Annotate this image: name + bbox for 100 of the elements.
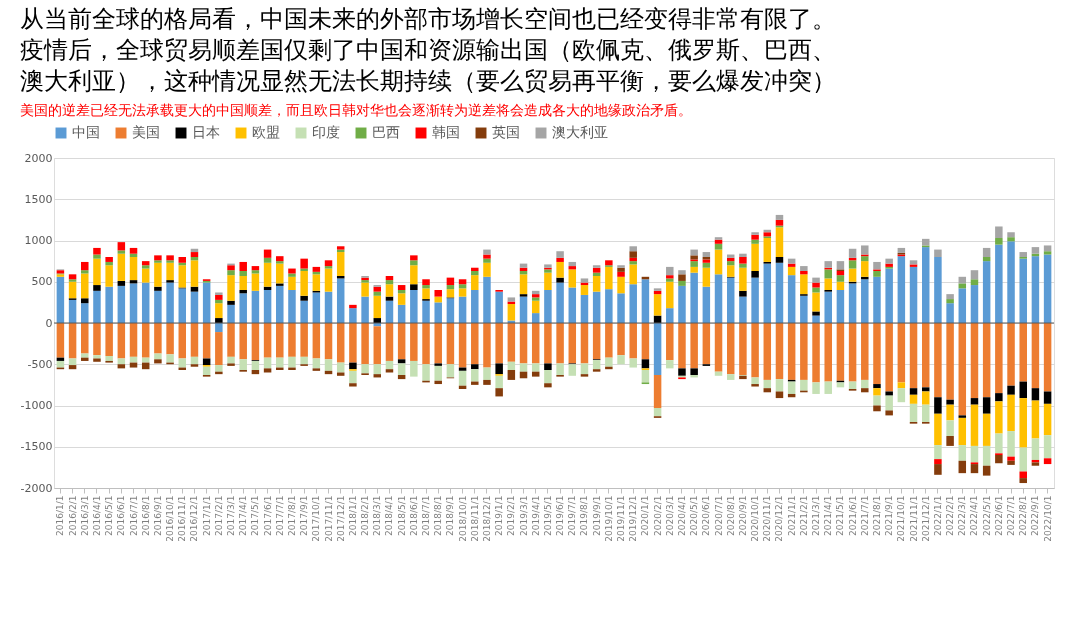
x-tick-label: 2019/5/1: [542, 495, 553, 536]
chart-subtitle: 美国的逆差已经无法承载更大的中国顺差，而且欧日韩对华也会逐渐转为逆差将会造成各大的地缘政治矛盾。: [20, 102, 693, 118]
x-tick-label: 2017/10/1: [311, 495, 322, 542]
x-tick-label: 2019/12/1: [628, 495, 639, 542]
x-tick-label: 2020/3/1: [664, 495, 675, 536]
x-tick-label: 2021/4/1: [823, 495, 834, 536]
x-tick-label: 2021/10/1: [896, 495, 907, 542]
x-tick-label: 2020/4/1: [676, 495, 687, 536]
chart-title: 从当前全球的格局看，中国未来的外部市场增长空间也已经变得非常有限了。疫情后，全球贸易顺差国仅剩了中国和资源输出国（欧佩克、俄罗斯、巴西、澳大利亚），这种情况显然无法长期持续（要么贸易再平衡，要么爆发冲突）: [20, 5, 837, 95]
x-tick-label: 2020/5/1: [689, 495, 700, 536]
legend-label: 欧盟: [252, 124, 280, 140]
legend-label: 英国: [492, 124, 520, 140]
x-tick-label: 2021/5/1: [835, 495, 846, 536]
x-tick-label: 2019/2/1: [506, 495, 517, 536]
x-tick-label: 2018/6/1: [408, 495, 419, 536]
x-tick-label: 2021/11/1: [908, 495, 919, 542]
x-tick-label: 2018/1/1: [347, 495, 358, 536]
x-tick-label: 2019/6/1: [555, 495, 566, 536]
x-tick-label: 2016/2/1: [67, 495, 78, 536]
x-tick-label: 2017/5/1: [250, 495, 261, 536]
x-tick-label: 2020/10/1: [750, 495, 761, 542]
x-tick-label: 2017/8/1: [286, 495, 297, 536]
y-tick-label: 2000: [24, 151, 53, 165]
y-tick-label: -1500: [20, 440, 53, 454]
x-tick-label: 2019/4/1: [530, 495, 541, 536]
x-tick-label: 2021/7/1: [859, 495, 870, 536]
legend-label: 澳大利亚: [552, 124, 608, 140]
x-tick-label: 2020/8/1: [725, 495, 736, 536]
x-tick-label: 2020/12/1: [774, 495, 785, 542]
legend-label: 美国: [132, 124, 160, 140]
x-tick-label: 2021/2/1: [798, 495, 809, 536]
x-tick-label: 2018/10/1: [457, 495, 468, 542]
y-tick-label: -1000: [20, 399, 53, 412]
x-tick-label: 2016/3/1: [79, 495, 90, 536]
x-tick-label: 2017/3/1: [226, 495, 237, 536]
x-tick-label: 2018/4/1: [384, 495, 395, 536]
x-tick-label: 2022/1/1: [932, 495, 943, 536]
x-tick-label: 2022/8/1: [1018, 495, 1029, 536]
x-tick-label: 2016/11/1: [177, 495, 188, 542]
x-tick-label: 2022/7/1: [1006, 495, 1017, 536]
x-tick-label: 2019/1/1: [494, 495, 505, 536]
y-tick-label: 0: [45, 316, 53, 330]
x-tick-label: 2020/1/1: [640, 495, 651, 536]
x-tick-label: 2017/4/1: [238, 495, 249, 536]
x-tick-label: 2018/3/1: [372, 495, 383, 536]
legend-label: 韩国: [432, 124, 460, 140]
x-tick-label: 2018/11/1: [469, 495, 480, 542]
x-tick-label: 2021/9/1: [884, 495, 895, 536]
x-tick-label: 2022/6/1: [993, 495, 1004, 536]
x-tick-label: 2017/7/1: [274, 495, 285, 536]
y-tick-label: -500: [27, 357, 53, 371]
x-tick-label: 2016/7/1: [128, 495, 139, 536]
x-tick-label: 2018/12/1: [481, 495, 492, 542]
x-tick-label: 2016/9/1: [152, 495, 163, 536]
x-tick-label: 2017/2/1: [213, 495, 224, 536]
x-tick-label: 2021/12/1: [920, 495, 931, 542]
x-tick-label: 2016/12/1: [189, 495, 200, 542]
x-tick-label: 2016/1/1: [55, 495, 66, 536]
x-tick-label: 2016/6/1: [116, 495, 127, 536]
y-tick-label: 1000: [24, 234, 53, 247]
x-tick-label: 2017/9/1: [299, 495, 310, 536]
x-tick-label: 2016/10/1: [165, 495, 176, 542]
x-tick-label: 2022/9/1: [1030, 495, 1041, 536]
x-tick-label: 2018/5/1: [396, 495, 407, 536]
x-tick-label: 2017/6/1: [262, 495, 273, 536]
x-tick-label: 2022/10/1: [1042, 495, 1053, 542]
x-tick-label: 2022/4/1: [969, 495, 980, 536]
x-tick-label: 2021/1/1: [786, 495, 797, 536]
legend-label: 巴西: [372, 124, 400, 140]
x-tick-label: 2016/8/1: [140, 495, 151, 536]
y-tick-label: 1500: [24, 192, 53, 206]
legend-label: 日本: [192, 124, 220, 140]
x-tick-label: 2021/6/1: [847, 495, 858, 536]
x-tick-label: 2020/9/1: [737, 495, 748, 536]
x-tick-label: 2022/5/1: [981, 495, 992, 536]
legend-label: 印度: [312, 124, 340, 140]
x-tick-label: 2022/3/1: [957, 495, 968, 536]
x-tick-label: 2020/7/1: [713, 495, 724, 536]
x-tick-label: 2018/8/1: [433, 495, 444, 536]
x-tick-label: 2021/3/1: [811, 495, 822, 536]
x-tick-label: 2019/8/1: [579, 495, 590, 536]
x-tick-label: 2020/2/1: [652, 495, 663, 536]
x-tick-label: 2019/11/1: [616, 495, 627, 542]
x-tick-label: 2020/11/1: [762, 495, 773, 542]
x-tick-label: 2016/4/1: [91, 495, 102, 536]
x-tick-label: 2018/7/1: [421, 495, 432, 536]
x-tick-label: 2022/2/1: [945, 495, 956, 536]
legend-label: 中国: [72, 124, 100, 140]
y-tick-label: -2000: [20, 481, 53, 495]
x-tick-label: 2019/7/1: [567, 495, 578, 536]
x-tick-label: 2018/2/1: [360, 495, 371, 536]
x-tick-label: 2019/3/1: [518, 495, 529, 536]
x-tick-label: 2017/1/1: [201, 495, 212, 536]
y-tick-label: 500: [31, 275, 53, 289]
x-tick-label: 2021/8/1: [871, 495, 882, 536]
x-tick-label: 2019/9/1: [591, 495, 602, 536]
x-tick-label: 2018/9/1: [445, 495, 456, 536]
x-tick-label: 2016/5/1: [104, 495, 115, 536]
x-tick-label: 2020/6/1: [701, 495, 712, 536]
x-tick-label: 2019/10/1: [603, 495, 614, 542]
